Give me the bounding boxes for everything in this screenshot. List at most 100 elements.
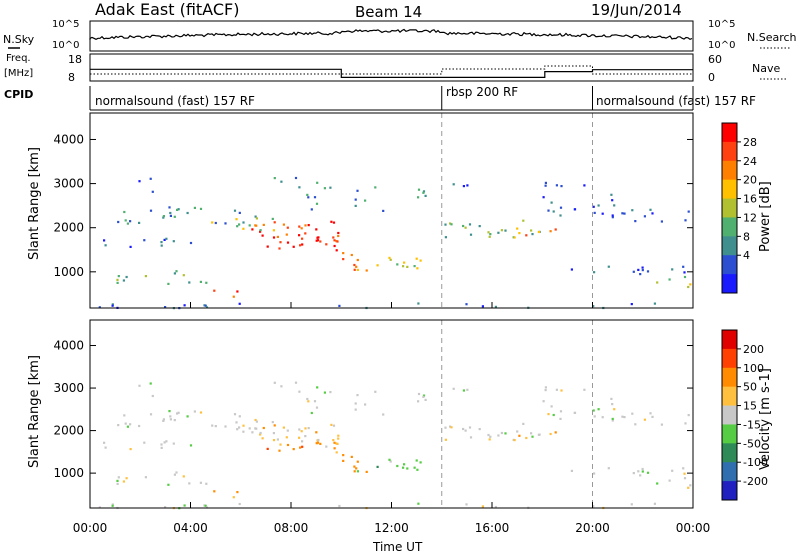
power-y-axis: 4000 3000 2000 1000 bbox=[53, 132, 693, 279]
velocity-cell bbox=[415, 459, 418, 462]
velocity-cell bbox=[173, 473, 176, 476]
velocity-cell bbox=[544, 389, 547, 392]
x-tick-label: 00:00 bbox=[73, 521, 108, 535]
velocity-cell bbox=[242, 430, 245, 433]
y-tick-label: 2000 bbox=[53, 221, 84, 235]
power-cell bbox=[117, 220, 120, 224]
velocity-cell bbox=[555, 388, 558, 391]
velocity-cell bbox=[236, 428, 239, 431]
velocity-cell bbox=[489, 435, 492, 438]
colorbar-tick-label: 4 bbox=[743, 249, 750, 262]
velocity-cell bbox=[500, 431, 503, 435]
velocity-cell bbox=[621, 415, 624, 418]
power-cell bbox=[172, 240, 175, 243]
power-cell bbox=[478, 225, 481, 228]
velocity-cell bbox=[374, 390, 377, 393]
power-cell bbox=[660, 220, 663, 223]
power-cell bbox=[182, 274, 185, 277]
velocity-cell bbox=[294, 381, 298, 384]
velocity-cell bbox=[162, 419, 165, 422]
power-cell bbox=[307, 196, 310, 199]
velocity-cell bbox=[285, 436, 288, 439]
velocity-cell bbox=[332, 424, 336, 427]
velocity-cell bbox=[204, 504, 207, 507]
velocity-cell bbox=[592, 505, 595, 508]
velocity-cell bbox=[248, 427, 251, 430]
velocity-cell bbox=[205, 482, 208, 485]
velocity-cell bbox=[671, 469, 674, 472]
velocity-cell bbox=[182, 475, 185, 478]
velocity-cell bbox=[513, 439, 516, 442]
power-cell bbox=[272, 229, 275, 232]
power-cell bbox=[469, 233, 473, 236]
velocity-cell bbox=[307, 400, 310, 403]
power-colorbar: 28 24 20 16 12 8 4 bbox=[721, 122, 757, 294]
power-cell bbox=[143, 239, 146, 242]
colorbar-swatch bbox=[722, 462, 737, 482]
power-cell bbox=[649, 208, 652, 211]
power-cell bbox=[632, 270, 635, 273]
velocity-cell bbox=[530, 432, 533, 435]
velocity-cell bbox=[149, 382, 152, 385]
power-cell bbox=[403, 261, 406, 264]
velocity-cell bbox=[315, 406, 319, 409]
velocity-cell bbox=[163, 441, 166, 444]
velocity-cell bbox=[559, 417, 562, 420]
velocity-cell bbox=[251, 431, 254, 434]
velocity-cell bbox=[151, 394, 154, 398]
x-tick-label: 16:00 bbox=[475, 521, 510, 535]
velocity-cell bbox=[497, 434, 500, 437]
cpid-segment-3: normalsound (fast) 157 RF bbox=[596, 94, 756, 108]
velocity-cell bbox=[465, 503, 468, 506]
velocity-cell bbox=[468, 426, 472, 429]
power-cell bbox=[160, 241, 163, 244]
power-cell bbox=[298, 186, 301, 189]
power-cell bbox=[235, 218, 238, 221]
power-cell bbox=[422, 190, 426, 193]
velocity-cell bbox=[233, 413, 237, 416]
power-cell bbox=[242, 221, 245, 224]
power-cell bbox=[175, 270, 178, 273]
velocity-cell bbox=[419, 461, 422, 464]
colorbar-tick-label: -200 bbox=[743, 475, 768, 488]
velocity-cell bbox=[559, 410, 563, 413]
velocity-cell bbox=[307, 427, 310, 430]
power-cell bbox=[116, 278, 119, 281]
colorbar-swatch bbox=[722, 141, 737, 162]
velocity-cell bbox=[199, 481, 202, 484]
power-cell bbox=[415, 257, 418, 260]
y-tick-label: 1000 bbox=[53, 265, 84, 279]
velocity-cell bbox=[611, 403, 614, 406]
power-cell bbox=[183, 304, 186, 307]
power-cell bbox=[160, 244, 163, 247]
velocity-cell bbox=[354, 402, 357, 405]
velocity-cell bbox=[518, 434, 521, 437]
velocity-cell bbox=[111, 503, 114, 506]
velocity-cell bbox=[525, 436, 528, 440]
velocity-cell bbox=[469, 436, 473, 439]
power-cbar-label: Power [dB] bbox=[758, 181, 773, 252]
velocity-cell bbox=[98, 506, 101, 509]
power-cell bbox=[165, 237, 168, 240]
velocity-cell bbox=[335, 451, 338, 454]
velocity-cell bbox=[298, 428, 301, 431]
velocity-cell bbox=[310, 411, 313, 415]
colorbar-swatch bbox=[722, 255, 737, 275]
power-cell bbox=[356, 258, 359, 262]
velocity-cell bbox=[282, 426, 285, 429]
power-cell bbox=[641, 266, 644, 269]
velocity-cell bbox=[149, 413, 153, 416]
velocity-cell bbox=[649, 412, 652, 415]
freq-label-2: [MHz] bbox=[4, 68, 33, 79]
power-cell bbox=[542, 196, 545, 199]
power-cell bbox=[238, 302, 241, 305]
power-cell bbox=[271, 217, 274, 220]
power-cell bbox=[643, 215, 646, 218]
velocity-cell bbox=[143, 441, 146, 444]
power-cell bbox=[332, 221, 336, 224]
velocity-cell bbox=[266, 447, 269, 450]
freq-tick-bottom: 8 bbox=[68, 71, 75, 84]
power-cell bbox=[552, 210, 555, 213]
power-cell bbox=[323, 187, 326, 190]
power-cell bbox=[176, 208, 179, 211]
